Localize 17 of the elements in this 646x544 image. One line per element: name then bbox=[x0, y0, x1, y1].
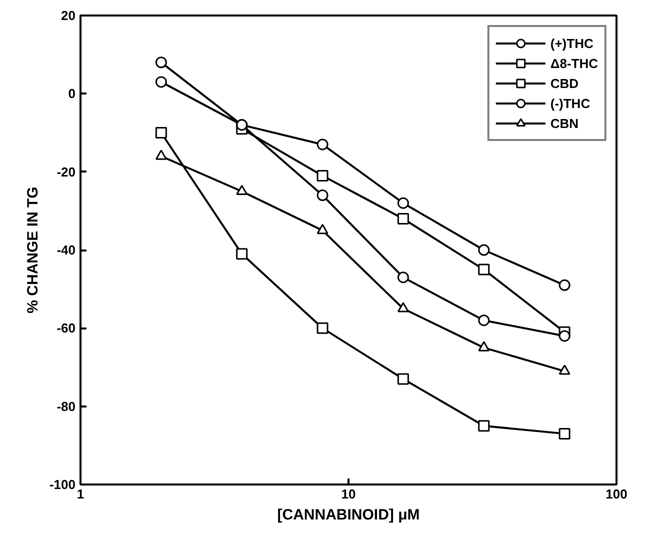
y-tick-label: -40 bbox=[56, 242, 76, 258]
legend-label: CBN bbox=[550, 116, 579, 130]
y-tick-label: -20 bbox=[56, 164, 76, 180]
legend-label: CBD bbox=[550, 76, 579, 90]
x-axis-title: [CANNABINOID] μM bbox=[277, 506, 420, 524]
y-tick-label: -60 bbox=[56, 320, 76, 336]
y-tick-label: 20 bbox=[61, 8, 76, 23]
y-tick-label: 0 bbox=[68, 86, 76, 102]
legend-label: (-)THC bbox=[550, 96, 590, 110]
x-tick-label: 100 bbox=[606, 486, 628, 502]
y-axis-title: % CHANGE IN TG bbox=[24, 186, 42, 314]
y-tick-label: -80 bbox=[56, 398, 76, 414]
legend-label: (+)THC bbox=[550, 36, 594, 50]
y-tick-label: -100 bbox=[49, 477, 76, 492]
legend-label: Δ8-THC bbox=[550, 56, 598, 70]
x-tick-label: 10 bbox=[341, 486, 356, 502]
x-tick-label: 1 bbox=[76, 486, 84, 502]
